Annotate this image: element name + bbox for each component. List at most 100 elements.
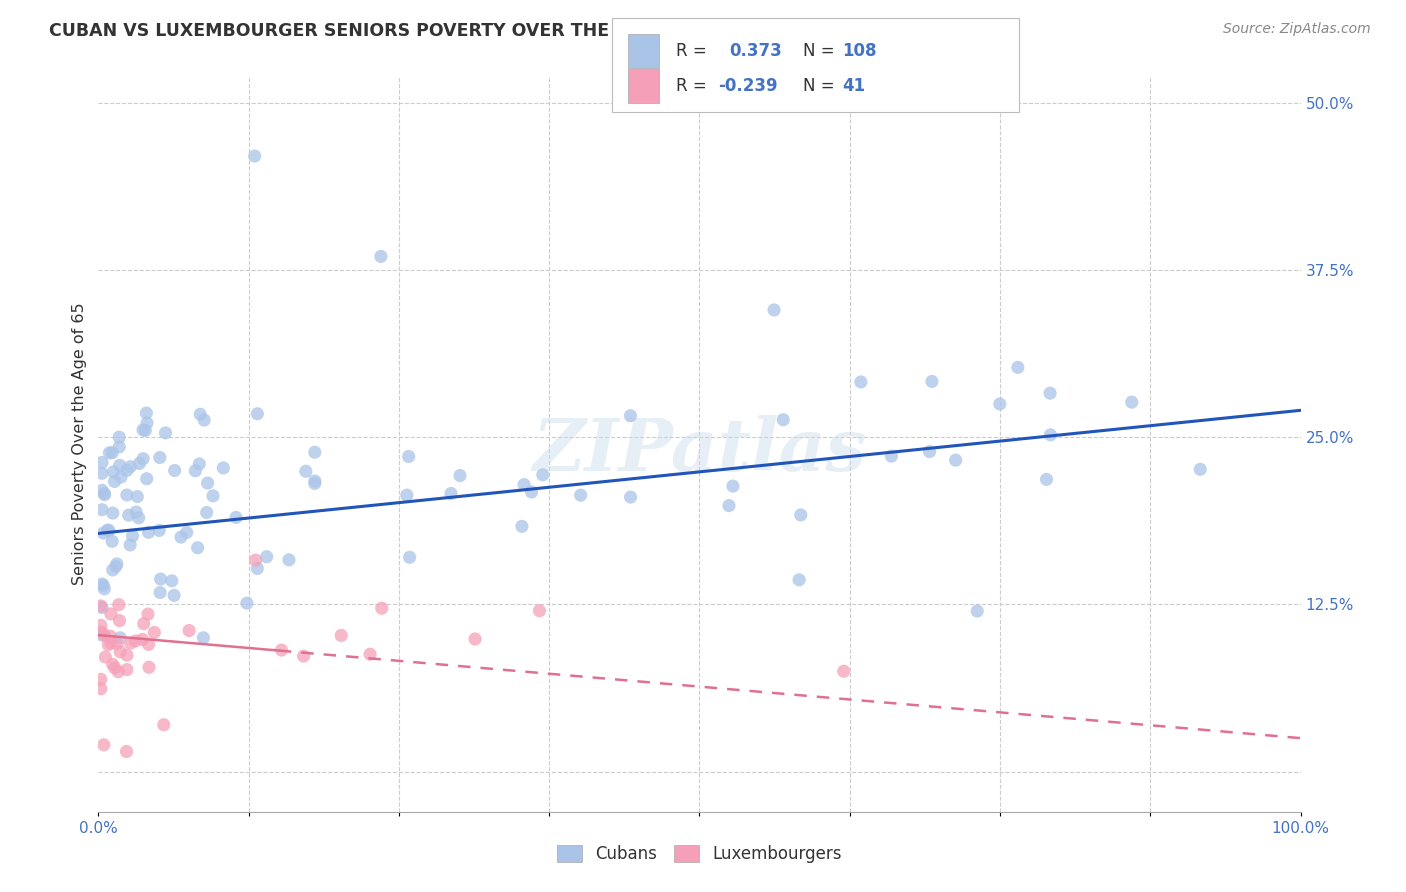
Point	[304, 445, 326, 459]
Point	[93, 488, 115, 502]
Point	[304, 474, 326, 488]
Point	[101, 657, 124, 672]
Point	[90, 673, 112, 687]
Point	[880, 449, 903, 463]
Point	[135, 406, 157, 420]
Point	[108, 631, 131, 645]
Text: 0.373: 0.373	[730, 42, 783, 60]
Point	[91, 455, 114, 469]
Point	[1189, 462, 1212, 476]
Point	[529, 604, 551, 618]
Point	[108, 440, 131, 454]
Point	[787, 573, 810, 587]
Point	[179, 624, 201, 638]
Point	[93, 486, 115, 500]
Point	[91, 628, 114, 642]
Point	[90, 681, 112, 696]
Text: CUBAN VS LUXEMBOURGER SENIORS POVERTY OVER THE AGE OF 65 CORRELATION CHART: CUBAN VS LUXEMBOURGER SENIORS POVERTY OV…	[49, 22, 932, 40]
Point	[330, 628, 353, 642]
Point	[212, 461, 235, 475]
Point	[160, 574, 183, 588]
Point	[134, 424, 156, 438]
Point	[395, 488, 418, 502]
Point	[104, 661, 127, 675]
Point	[398, 450, 420, 464]
Point	[115, 744, 138, 758]
Point	[128, 457, 150, 471]
Point	[149, 585, 172, 599]
Point	[135, 472, 157, 486]
Point	[108, 458, 131, 473]
Point	[128, 511, 150, 525]
Point	[97, 638, 120, 652]
Point	[295, 464, 318, 478]
Point	[243, 149, 266, 163]
Point	[91, 483, 114, 498]
Point	[832, 664, 855, 679]
Point	[90, 618, 112, 632]
Point	[246, 407, 269, 421]
Point	[184, 464, 207, 478]
Point	[440, 486, 463, 500]
Point	[132, 423, 155, 437]
Point	[464, 632, 486, 646]
Point	[101, 534, 124, 549]
Point	[100, 607, 122, 621]
Point	[127, 490, 149, 504]
Point	[108, 614, 131, 628]
Point	[115, 663, 138, 677]
Point	[225, 510, 247, 524]
Point	[188, 457, 211, 471]
Point	[195, 506, 218, 520]
Point	[371, 601, 394, 615]
Point	[143, 625, 166, 640]
Point	[359, 647, 381, 661]
Point	[370, 250, 392, 264]
Point	[120, 459, 142, 474]
Point	[93, 628, 115, 642]
Point	[292, 649, 315, 664]
Point	[619, 409, 641, 423]
Point	[152, 717, 174, 731]
Point	[170, 530, 193, 544]
Point	[619, 490, 641, 504]
Text: N =: N =	[803, 77, 834, 95]
Point	[108, 598, 131, 612]
Point	[176, 525, 198, 540]
Point	[107, 665, 129, 679]
Point	[115, 488, 138, 502]
Point	[569, 488, 592, 502]
Point	[101, 446, 124, 460]
Point	[132, 451, 155, 466]
Point	[918, 444, 941, 458]
Point	[110, 470, 132, 484]
Point	[849, 375, 872, 389]
Point	[772, 413, 794, 427]
Point	[763, 303, 786, 318]
Point	[91, 577, 114, 591]
Point	[115, 463, 138, 477]
Y-axis label: Seniors Poverty Over the Age of 65: Seniors Poverty Over the Age of 65	[72, 302, 87, 585]
Point	[90, 625, 112, 640]
Point	[945, 453, 967, 467]
Point	[304, 476, 326, 491]
Text: ZIPatlas: ZIPatlas	[533, 415, 866, 486]
Point	[97, 524, 120, 538]
Point	[120, 538, 142, 552]
Point	[104, 559, 127, 574]
Point	[966, 604, 988, 618]
Point	[398, 550, 420, 565]
Point	[108, 645, 131, 659]
Text: 108: 108	[842, 42, 877, 60]
Point	[148, 524, 170, 538]
Point	[98, 446, 121, 460]
Point	[118, 508, 141, 523]
Text: N =: N =	[803, 42, 834, 60]
Point	[105, 557, 128, 571]
Point	[91, 502, 114, 516]
Point	[155, 425, 177, 440]
Point	[101, 563, 124, 577]
Point	[121, 529, 143, 543]
Point	[100, 636, 122, 650]
Point	[90, 599, 112, 613]
